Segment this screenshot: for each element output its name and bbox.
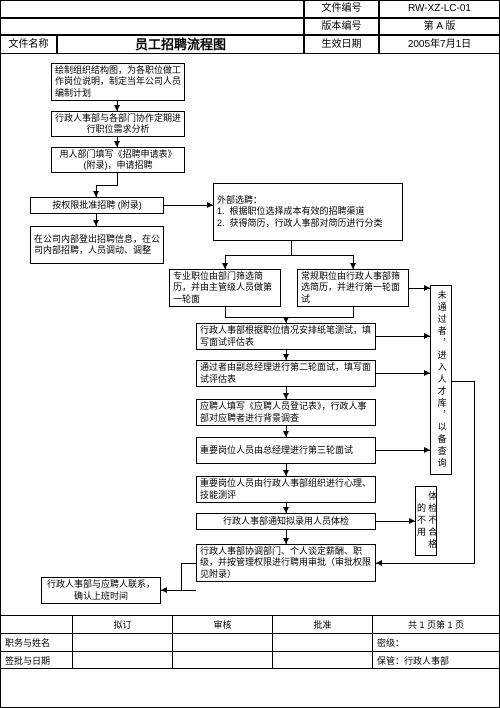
hdr-ver-label: 版本编号 (304, 18, 379, 35)
node-third-interview: 重要岗位人员由总经理进行第三轮面试 (196, 437, 376, 464)
node-prof-screen: 专业职位由部门筛选简历，并由主管级人员做第一轮面 (169, 269, 281, 307)
footer-row-1: 拟订 审核 批准 共 1 页第 1 页 (1, 615, 499, 633)
hdr-name-label: 文件名称 (1, 35, 57, 54)
node-salary-approve: 行政人事部协调部门、个人谈定薪酬、职级，并按管理权限进行聘用审批（审批权限见附录… (196, 544, 376, 582)
footer-row-2: 职务与姓名 密级： (1, 633, 499, 651)
node-approve: 按权限批准招聘 (附录) (30, 197, 164, 214)
sidebox-talent-pool: 未通过者，进入人才库，以备查询 (430, 285, 452, 475)
ftr-sign-label: 签批与日期 (1, 652, 73, 668)
node-general-screen: 常规职位由行政人事部筛选简历，并进行第一轮面试 (297, 269, 409, 307)
hdr-date: 2005年7月1日 (379, 35, 499, 54)
node-confirm-start: 行政人事部与应聘人联系，确认上班时间 (41, 577, 161, 604)
hdr-blank1 (1, 1, 304, 18)
footer-row-3: 签批与日期 保管：行政人事部 (1, 651, 499, 669)
sidebox-health-fail: 体检不合格的不用 (415, 486, 437, 556)
node-paper-test: 行政人事部根据职位情况安排纸笔测试，填写面试评估表 (196, 323, 376, 350)
ftr-role-label: 职务与姓名 (1, 634, 73, 651)
hdr-title: 员工招聘流程图 (57, 35, 304, 54)
ftr-sec: 密级： (373, 634, 499, 651)
node-org-structure: 绘制组织结构图，为各职位做工作岗位说明，制定当年公司人员编制计划 (51, 63, 185, 101)
node-second-interview: 通过者由副总经理进行第二轮面试，填写面试评估表 (196, 360, 376, 387)
node-analysis: 行政人事部与各部门协作定期进行职位需求分析 (51, 111, 185, 137)
document-page: 文件编号 RW-XZ-LC-01 版本编号 第 A 版 文件名称 员工招聘流程图… (0, 0, 500, 708)
hdr-ver: 第 A 版 (379, 18, 499, 35)
node-register-bg: 应聘人填写《应聘人员登记表》，行政人事部对应聘者进行背景调查 (196, 399, 376, 426)
node-health-check: 行政人事部通知拟录用人员体检 (196, 513, 376, 530)
ftr-pages: 共 1 页第 1 页 (373, 616, 499, 633)
hdr-date-label: 生效日期 (304, 35, 379, 54)
ftr-draft: 拟订 (73, 616, 173, 633)
hdr-docno: RW-XZ-LC-01 (379, 1, 499, 18)
hdr-docno-label: 文件编号 (304, 1, 379, 18)
ftr-keep: 保管：行政人事部 (373, 652, 499, 668)
node-external: 外部选聘： 1. 根据职位选择成本有效的招聘渠道 2. 获得简历，行政人事部对简… (213, 183, 403, 241)
ftr-approve: 批准 (273, 616, 373, 633)
hdr-blank2 (1, 18, 304, 35)
node-psych-skill: 重要岗位人员由行政人事部组织进行心理、技能测评 (196, 476, 376, 503)
node-internal: 在公司内部登出招聘信息，在公司内部招聘，人员调动、调整 (30, 226, 164, 264)
ftr-review: 审核 (173, 616, 273, 633)
node-apply-form: 用人部门填写《招聘申请表》(附录)，申请招聘 (51, 147, 185, 173)
